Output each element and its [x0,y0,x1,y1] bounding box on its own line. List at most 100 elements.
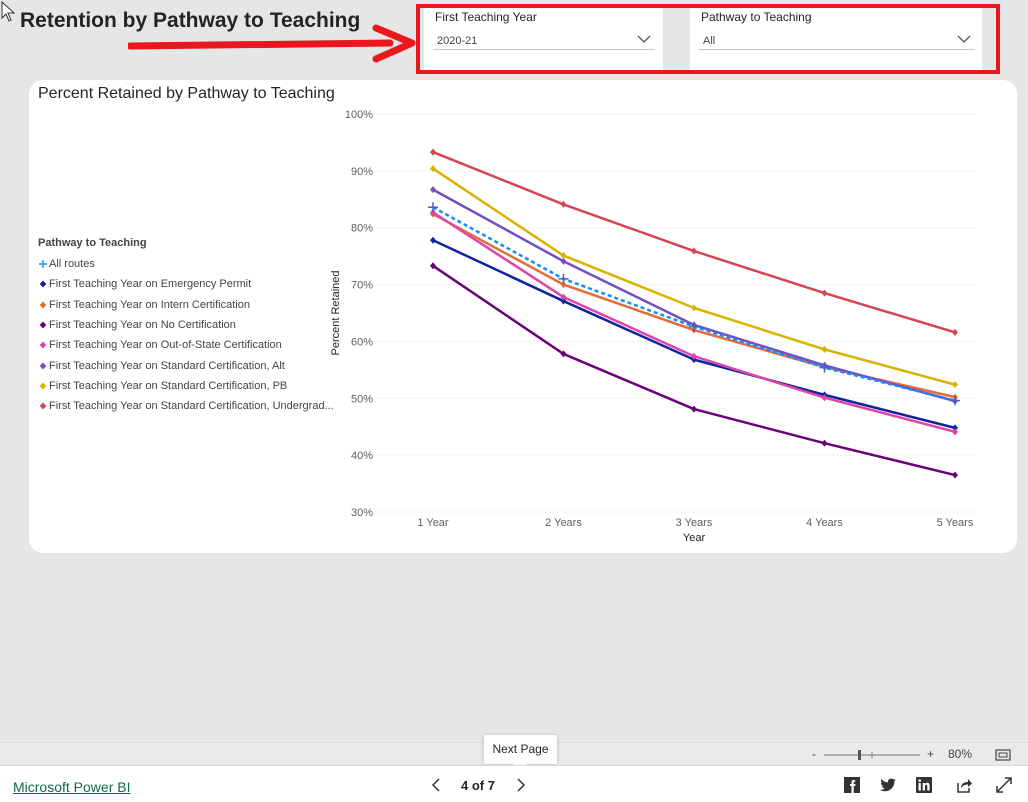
data-point-marker [560,350,567,358]
twitter-icon[interactable] [879,776,897,794]
data-point-marker [952,424,958,432]
x-tick-label: 3 Years [676,517,713,529]
chart-plot-area: 30% 40% 50% 60% 70% 80% 90% 100% 1 Year 2 Years 3 … [330,109,975,544]
dropdown-value: All [703,35,716,47]
power-bi-link[interactable]: Microsoft Power BI [13,779,131,795]
y-tick-label: 70% [351,280,373,292]
footer-bar: Microsoft Power BI 4 of 7 [0,765,1028,802]
data-point-marker [691,247,697,255]
series-line [432,206,956,402]
plus-marker-icon [39,260,47,269]
data-point-marker [430,262,436,270]
legend-label: First Teaching Year on Standard Certific… [49,379,288,392]
x-tick-label: 1 Year [417,517,449,529]
slicer-highlight-frame [416,4,1000,74]
slicer-pathway-to-teaching: Pathway to Teaching All [690,8,982,70]
data-point-marker [430,148,436,156]
data-point-marker [952,428,958,436]
legend-item[interactable]: First Teaching Year on Standard Certific… [38,355,328,375]
x-tick-label: 5 Years [937,517,974,529]
zoom-out-button[interactable]: - [812,747,816,761]
data-point-marker [819,362,830,373]
data-point-marker [821,289,828,297]
chevron-down-icon [957,35,971,43]
data-point-marker [950,395,960,406]
slicer-first-teaching-year: First Teaching Year 2020-21 [424,8,663,70]
diamond-marker-icon [39,362,47,370]
data-point-marker [689,321,699,332]
x-tick-label: 2 Years [545,517,582,529]
data-point-marker [821,394,828,402]
y-tick-label: 60% [351,336,373,348]
legend-label: All routes [49,258,95,271]
zoom-slider[interactable] [822,749,922,761]
legend-item[interactable]: First Teaching Year on Emergency Permit [38,274,328,294]
data-point-marker [560,257,567,265]
data-point-marker [952,381,958,389]
y-tick-label: 30% [351,507,373,519]
data-point-marker [821,439,828,447]
legend-item[interactable]: First Teaching Year on Standard Certific… [38,396,334,416]
data-point-marker [430,208,436,216]
data-point-marker [952,328,958,336]
series-line [432,264,956,477]
fit-to-page-icon[interactable] [995,749,1011,761]
linkedin-icon[interactable] [915,776,933,794]
x-tick-label: 4 Years [806,517,843,529]
chevron-right-icon[interactable] [513,776,529,794]
pathway-dropdown[interactable]: All [699,28,975,50]
data-point-marker [952,471,958,479]
chevron-left-icon[interactable] [428,776,444,794]
y-tick-label: 100% [345,109,373,121]
dropdown-value: 2020-21 [437,35,478,47]
zoom-in-button[interactable]: + [927,747,935,761]
data-point-marker [558,273,569,284]
data-point-marker [430,165,436,173]
data-point-marker [821,345,828,353]
legend-item[interactable]: First Teaching Year on Out-of-State Cert… [38,335,328,355]
x-axis-title: Year [683,532,706,544]
page-indicator: 4 of 7 [461,778,495,793]
data-point-marker [691,304,697,312]
data-point-marker [560,200,567,208]
page-navigator: 4 of 7 [428,774,538,796]
diamond-marker-icon [39,402,47,410]
legend-label: First Teaching Year on Standard Certific… [49,400,334,413]
data-point-marker [430,186,436,194]
y-tick-label: 40% [351,450,373,462]
data-point-marker [430,236,436,244]
zoom-level: 80% [948,747,973,761]
page-heading: Retention by Pathway to Teaching [20,9,361,32]
legend-item[interactable]: First Teaching Year on Intern Certificat… [38,295,328,315]
line-chart-visual[interactable]: Percent Retained by Pathway to Teaching … [29,80,1017,553]
legend-item[interactable]: First Teaching Year on No Certification [38,315,328,335]
legend-label: First Teaching Year on No Certification [49,319,236,332]
chevron-down-icon [637,35,651,43]
first-teaching-year-dropdown[interactable]: 2020-21 [433,28,655,50]
legend-label: First Teaching Year on Emergency Permit [49,278,252,291]
fullscreen-icon[interactable] [995,776,1013,794]
diamond-marker-icon [39,301,47,309]
diamond-marker-icon [39,341,47,349]
legend-item[interactable]: All routes [38,254,328,274]
data-point-marker [691,352,697,360]
diamond-marker-icon [39,280,47,288]
data-point-marker [560,293,567,301]
data-point-marker [560,281,567,289]
data-point-marker [691,405,697,413]
chart-legend: Pathway to Teaching All routes First Teac… [38,237,334,416]
data-point-marker [560,297,567,305]
diamond-marker-icon [39,382,47,390]
series-line [432,239,956,430]
y-tick-label: 90% [351,166,373,178]
data-point-marker [428,202,438,213]
share-icon[interactable] [955,776,973,794]
legend-label: First Teaching Year on Standard Certific… [49,359,285,372]
mouse-cursor-icon [1,1,16,22]
data-point-marker [560,252,567,260]
legend-item[interactable]: First Teaching Year on Standard Certific… [38,376,328,396]
facebook-icon[interactable] [843,776,861,794]
y-tick-label: 50% [351,393,373,405]
legend-title: Pathway to Teaching [38,237,147,249]
slicer-title: First Teaching Year [435,10,537,24]
